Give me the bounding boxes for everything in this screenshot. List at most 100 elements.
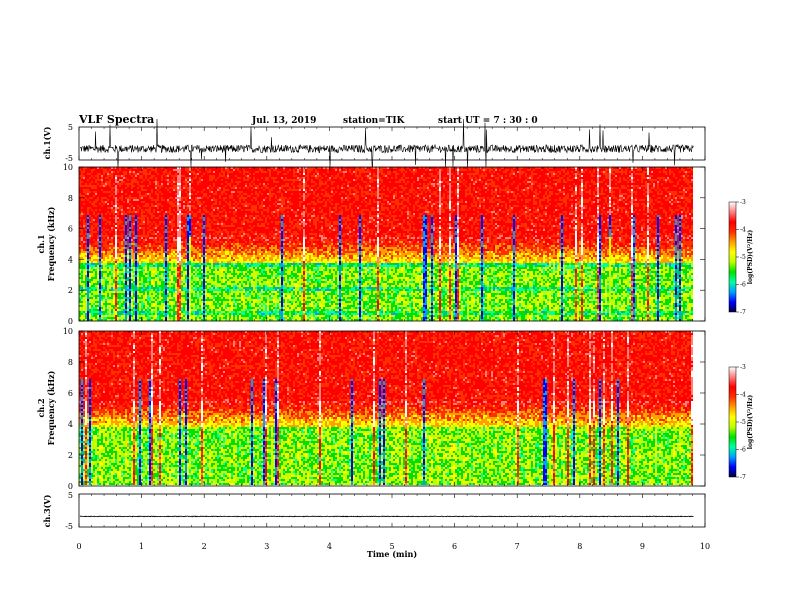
heatmap-cell (123, 291, 125, 293)
heatmap-cell (149, 169, 151, 171)
heatmap-cell (119, 247, 121, 249)
heatmap-cell (143, 199, 145, 201)
heatmap-cell (197, 209, 199, 211)
heatmap-cell (165, 229, 167, 231)
heatmap-cell (121, 303, 123, 305)
heatmap-cell (149, 173, 151, 175)
heatmap-cell (117, 213, 119, 215)
heatmap-cell (121, 233, 123, 235)
heatmap-cell (143, 205, 145, 207)
heatmap-cell (91, 287, 93, 289)
heatmap-cell (101, 287, 103, 289)
heatmap-cell (167, 313, 169, 315)
heatmap-cell (191, 243, 193, 245)
heatmap-cell (137, 291, 139, 293)
heatmap-cell (155, 277, 157, 279)
heatmap-cell (163, 213, 165, 215)
heatmap-cell (195, 253, 197, 255)
heatmap-cell (187, 273, 189, 275)
heatmap-cell (205, 211, 207, 213)
heatmap-cell (187, 271, 189, 273)
heatmap-cell (147, 249, 149, 251)
heatmap-cell (165, 263, 167, 265)
heatmap-cell (127, 171, 129, 173)
heatmap-cell (199, 205, 201, 207)
heatmap-cell (159, 167, 161, 169)
heatmap-cell (101, 175, 103, 177)
heatmap-cell (191, 249, 193, 251)
heatmap-cell (161, 313, 163, 315)
heatmap-cell (185, 181, 187, 183)
heatmap-cell (159, 221, 161, 223)
heatmap-cell (109, 169, 111, 171)
heatmap-cell (163, 283, 165, 285)
heatmap-cell (143, 185, 145, 187)
heatmap-cell (119, 277, 121, 279)
heatmap-cell (181, 245, 183, 247)
heatmap-cell (87, 279, 89, 281)
heatmap-cell (187, 241, 189, 243)
heatmap-cell (95, 261, 97, 263)
heatmap-cell (173, 271, 175, 273)
heatmap-cell (189, 285, 191, 287)
heatmap-cell (193, 231, 195, 233)
heatmap-cell (187, 259, 189, 261)
heatmap-cell (87, 215, 89, 217)
heatmap-cell (175, 233, 177, 235)
heatmap-cell (149, 299, 151, 301)
heatmap-cell (89, 197, 91, 199)
heatmap-cell (125, 243, 127, 245)
heatmap-cell (91, 319, 93, 321)
heatmap-cell (95, 265, 97, 267)
heatmap-cell (109, 179, 111, 181)
heatmap-cell (183, 313, 185, 315)
heatmap-cell (129, 313, 131, 315)
heatmap-cell (195, 167, 197, 169)
heatmap-cell (89, 229, 91, 231)
heatmap-cell (193, 317, 195, 319)
heatmap-cell (201, 255, 203, 257)
heatmap-cell (111, 241, 113, 243)
heatmap-cell (83, 269, 85, 271)
heatmap-cell (111, 205, 113, 207)
heatmap-cell (111, 171, 113, 173)
heatmap-cell (155, 289, 157, 291)
heatmap-cell (121, 295, 123, 297)
heatmap-cell (185, 305, 187, 307)
heatmap-cell (131, 191, 133, 193)
heatmap-cell (179, 265, 181, 267)
heatmap-cell (79, 167, 81, 169)
heatmap-cell (199, 311, 201, 313)
heatmap-cell (131, 247, 133, 249)
heatmap-cell (169, 263, 171, 265)
heatmap-cell (133, 307, 135, 309)
heatmap-cell (105, 275, 107, 277)
heatmap-cell (89, 193, 91, 195)
heatmap-cell (183, 175, 185, 177)
heatmap-cell (85, 173, 87, 175)
heatmap-cell (149, 251, 151, 253)
heatmap-cell (149, 279, 151, 281)
heatmap-cell (107, 235, 109, 237)
heatmap-cell (183, 309, 185, 311)
heatmap-cell (79, 215, 81, 217)
heatmap-cell (203, 175, 205, 177)
heatmap-cell (167, 215, 169, 217)
heatmap-cell (185, 217, 187, 219)
heatmap-cell (167, 297, 169, 299)
heatmap-cell (121, 187, 123, 189)
heatmap-cell (201, 267, 203, 269)
heatmap-cell (187, 285, 189, 287)
heatmap-cell (161, 293, 163, 295)
heatmap-cell (133, 189, 135, 191)
heatmap-cell (187, 307, 189, 309)
heatmap-cell (151, 319, 153, 321)
heatmap-cell (171, 263, 173, 265)
heatmap-cell (119, 305, 121, 307)
heatmap-cell (183, 201, 185, 203)
heatmap-cell (171, 197, 173, 199)
heatmap-cell (191, 309, 193, 311)
heatmap-cell (131, 213, 133, 215)
heatmap-cell (199, 275, 201, 277)
heatmap-cell (201, 215, 203, 217)
